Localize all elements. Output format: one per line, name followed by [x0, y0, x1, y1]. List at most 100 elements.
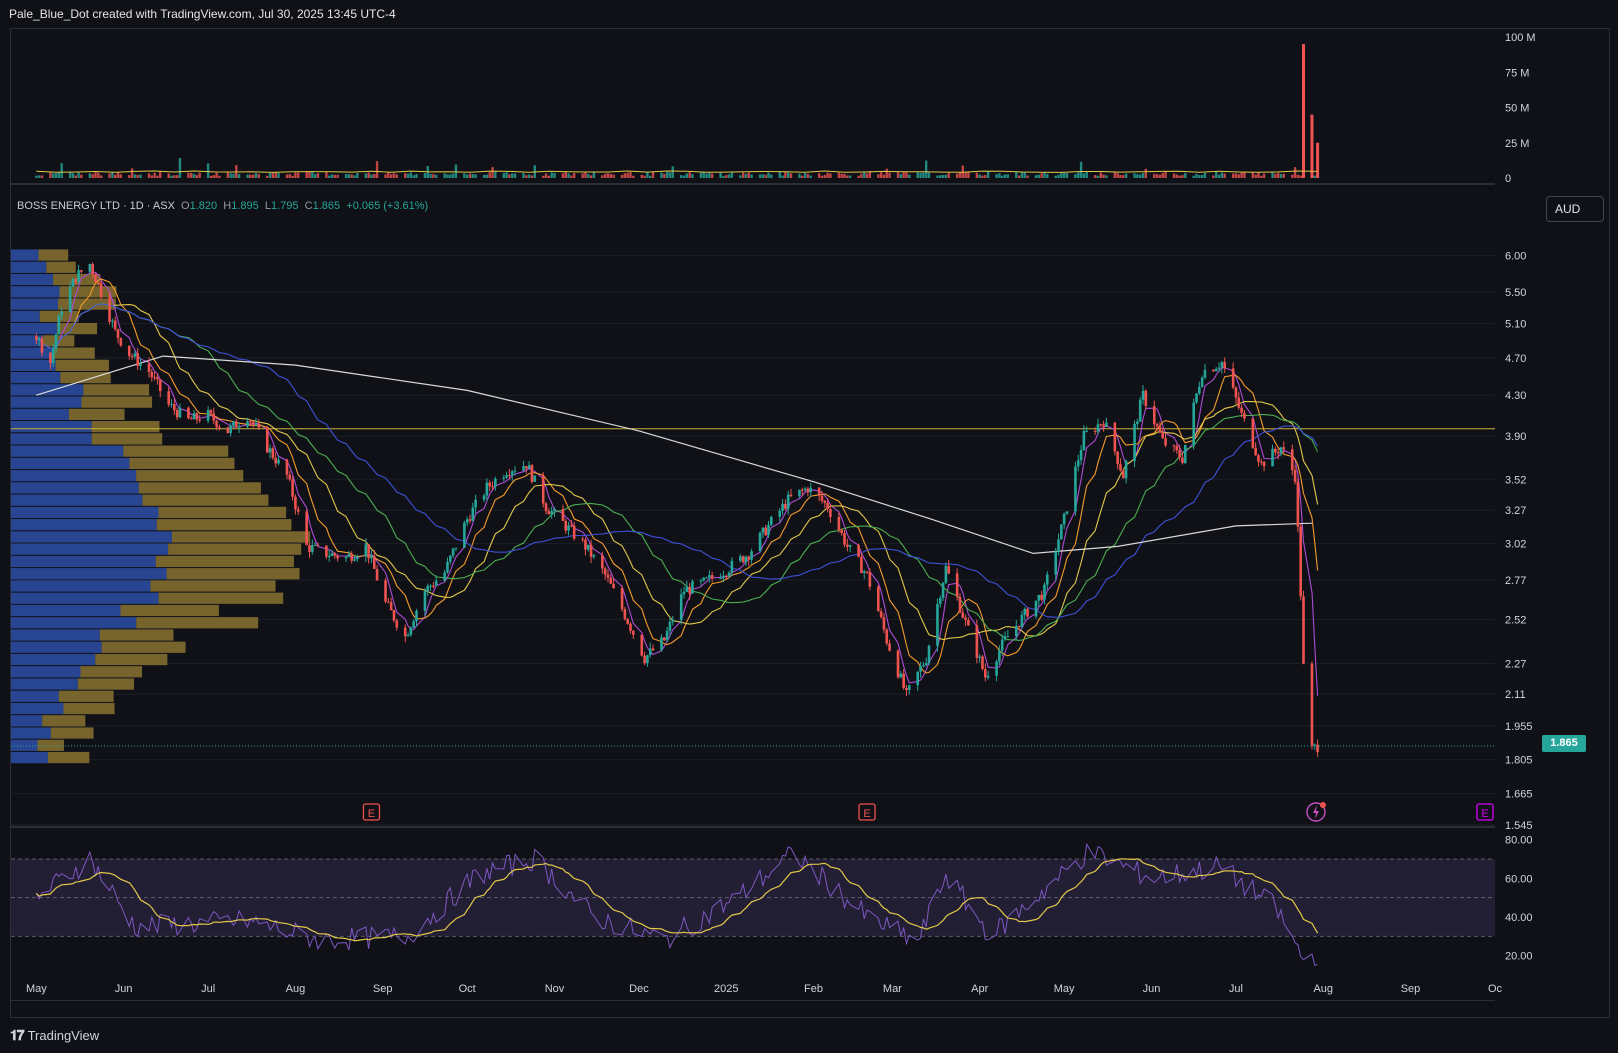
volume-bar	[167, 173, 170, 178]
volume-bar	[1274, 173, 1277, 178]
volume-bar	[313, 174, 317, 178]
candle-body	[541, 475, 545, 504]
volume-profile-up	[11, 335, 44, 347]
candle-body	[1017, 625, 1021, 628]
volume-bar	[384, 174, 387, 178]
candle-body	[1251, 418, 1255, 448]
volume-profile-down	[95, 653, 168, 666]
volume-bar	[311, 171, 314, 178]
volume-bar	[1172, 173, 1176, 178]
candle-body	[629, 623, 632, 631]
candle-body	[1296, 481, 1300, 527]
candle-body	[68, 286, 72, 312]
currency-selector[interactable]: AUD	[1546, 196, 1604, 222]
volume-bar	[254, 173, 258, 178]
candle-body	[311, 545, 314, 552]
candle-body	[232, 421, 235, 426]
candle-body	[1057, 539, 1060, 552]
candle-body	[494, 478, 497, 487]
volume-bar	[119, 174, 123, 178]
volume-profile-up	[11, 249, 39, 261]
volume-profile-up	[11, 690, 59, 702]
volume-bar	[1046, 173, 1049, 178]
volume-bar	[99, 175, 103, 178]
volume-bar	[1062, 172, 1066, 178]
candle-body	[1119, 464, 1122, 471]
candle-body	[550, 511, 553, 515]
volume-bar	[40, 175, 44, 178]
volume-bar	[1223, 173, 1226, 178]
volume-bar	[570, 175, 573, 178]
volume-bar	[173, 175, 176, 178]
volume-bar	[60, 163, 63, 178]
volume-bar	[1040, 173, 1043, 178]
footer-brand[interactable]: 𝟏𝟕 TradingView	[10, 1027, 99, 1044]
volume-profile-up	[11, 470, 137, 482]
volume-profile-down	[158, 592, 284, 604]
candle-body	[508, 475, 511, 477]
volume-bar	[1113, 172, 1117, 178]
volume-bar	[513, 173, 517, 178]
volume-bar	[584, 172, 587, 178]
candle-body	[1198, 386, 1201, 394]
volume-bar	[857, 175, 860, 178]
volume-profile-up	[11, 751, 48, 764]
volume-bar	[229, 173, 232, 178]
volume-profile-down	[156, 519, 292, 531]
volume-bar	[986, 171, 990, 178]
candle-body	[51, 348, 55, 364]
candle-body	[432, 585, 435, 587]
volume-bar	[919, 172, 922, 178]
candle-body	[586, 544, 590, 550]
volume-profile-up	[11, 592, 159, 604]
volume-bar	[747, 172, 750, 178]
volume-profile-up	[11, 445, 124, 457]
open-value: 1.820	[189, 200, 218, 212]
volume-bar	[395, 174, 398, 178]
candle-body	[277, 459, 280, 464]
candle-body	[882, 617, 886, 630]
candle-body	[173, 404, 176, 411]
volume-bar	[330, 174, 334, 178]
candle-body	[1065, 511, 1069, 514]
price-tick-label: 2.77	[1505, 575, 1526, 587]
volume-profile-up	[11, 261, 47, 273]
volume-tick-label: 75 M	[1505, 67, 1529, 79]
candle-body	[96, 282, 100, 284]
candle-body	[108, 296, 111, 322]
volume-profile-down	[83, 384, 150, 396]
chart-frame	[10, 28, 1610, 1018]
candle-body	[1183, 445, 1187, 463]
volume-profile-up	[11, 531, 172, 543]
candle-body	[786, 494, 790, 509]
candle-body	[291, 479, 294, 497]
volume-profile-up	[11, 543, 169, 555]
candle-body	[212, 413, 216, 421]
earnings-marker-label: E	[368, 808, 375, 820]
volume-bar	[139, 174, 142, 178]
volume-bar	[97, 172, 100, 178]
volume-bar	[288, 174, 291, 178]
candle-body	[412, 621, 415, 628]
volume-bar	[1074, 174, 1077, 178]
price-tick-label: 1.805	[1505, 755, 1533, 767]
volume-bar	[848, 175, 852, 178]
candle-body	[927, 645, 931, 663]
candle-body	[572, 525, 576, 539]
candle-body	[708, 575, 711, 578]
volume-bar	[212, 175, 215, 178]
candle-body	[739, 556, 742, 561]
volume-bar	[899, 173, 903, 178]
volume-bar	[77, 172, 80, 178]
candle-body	[1079, 450, 1083, 461]
volume-tick-label: 0	[1505, 173, 1511, 185]
candle-body	[789, 494, 793, 497]
price-tick-label: 3.27	[1505, 505, 1526, 517]
volume-bar	[367, 172, 370, 178]
volume-bar	[936, 175, 939, 178]
candle-body	[333, 553, 337, 556]
volume-bar	[1099, 172, 1102, 178]
volume-bar	[761, 174, 765, 178]
volume-profile-down	[37, 739, 64, 751]
